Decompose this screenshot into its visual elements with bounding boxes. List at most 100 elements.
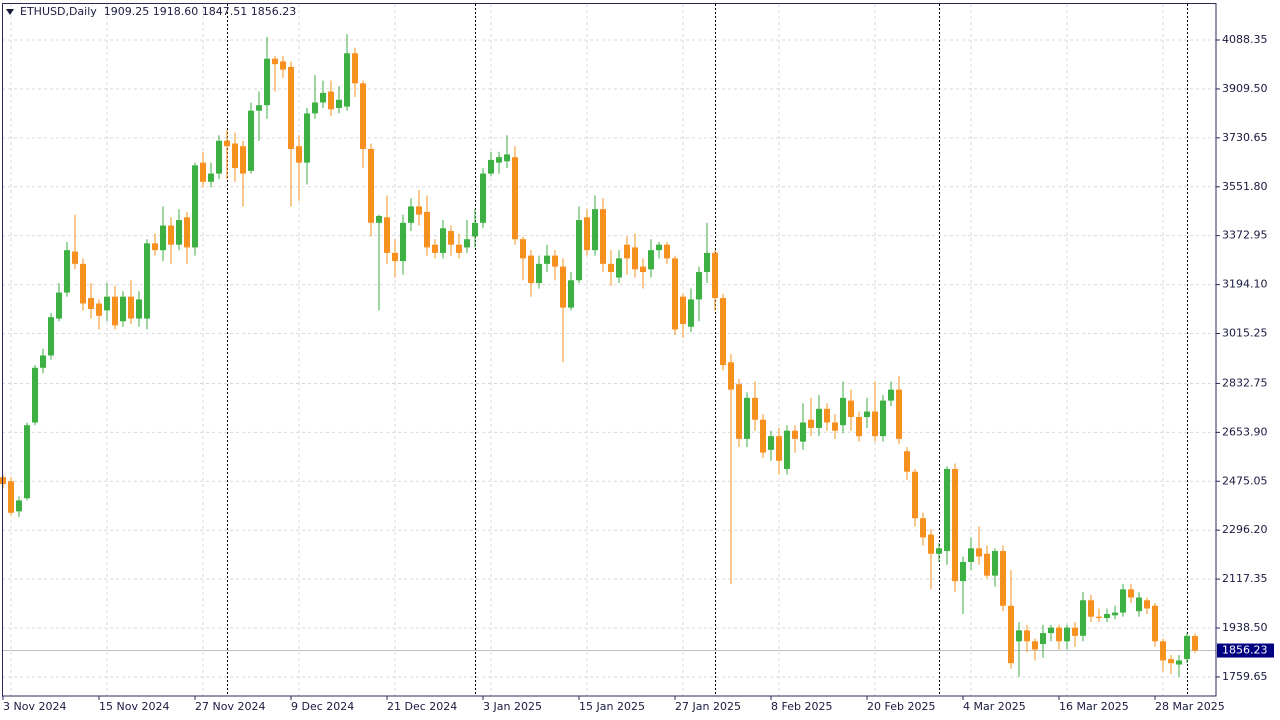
candle-body — [56, 292, 62, 319]
candle-body — [640, 266, 646, 273]
candle-body — [800, 422, 806, 442]
candle-body — [632, 247, 638, 270]
candle-body — [448, 231, 454, 245]
candle-body — [768, 436, 774, 450]
candle-body — [1128, 589, 1134, 598]
x-tick-label: 3 Nov 2024 — [3, 700, 66, 713]
candle-body — [680, 296, 686, 325]
y-tick-label: 2832.75 — [1222, 376, 1268, 389]
candle-body — [80, 263, 86, 304]
candle-body — [440, 228, 446, 253]
last-price-box — [1217, 643, 1274, 658]
candle-body — [976, 548, 982, 557]
candle-body — [816, 408, 822, 428]
candle-body — [720, 298, 726, 366]
candle-body — [1088, 600, 1094, 617]
candle-body — [168, 225, 174, 245]
candle-body — [328, 91, 334, 110]
candle-body — [272, 58, 278, 65]
candle-body — [1040, 633, 1046, 645]
candle-body — [496, 157, 502, 163]
candle-body — [776, 436, 782, 461]
candle-body — [616, 258, 622, 278]
separator-layer — [227, 4, 1188, 696]
candle-body — [744, 397, 750, 439]
candle-body — [144, 243, 150, 319]
candle-body — [1120, 589, 1126, 613]
candle-body — [912, 471, 918, 519]
candle-body — [400, 222, 406, 262]
candle-body — [752, 397, 758, 420]
candle-body — [904, 451, 910, 472]
y-tick-label: 2296.20 — [1222, 523, 1268, 536]
candle-body — [368, 148, 374, 223]
candle-body — [832, 422, 838, 431]
candle-body — [840, 397, 846, 426]
collapse-arrow — [6, 9, 14, 15]
candle-body — [696, 272, 702, 300]
candle-body — [1000, 551, 1006, 606]
candle-body — [248, 110, 254, 171]
candle-body — [864, 411, 870, 418]
candle-body — [608, 263, 614, 273]
candle-body — [520, 239, 526, 259]
candle-body — [1184, 635, 1190, 660]
y-tick-label: 3015.25 — [1222, 327, 1268, 340]
candle-body — [1144, 600, 1150, 609]
candle-body — [872, 411, 878, 437]
candle-body — [584, 217, 590, 251]
candle-body — [1160, 641, 1166, 661]
candle-body — [560, 266, 566, 308]
candle-body — [96, 303, 102, 316]
candle-body — [88, 298, 94, 309]
candle-body — [72, 251, 78, 264]
candle-body — [296, 146, 302, 163]
candle-body — [1112, 612, 1118, 616]
candle-body — [288, 66, 294, 149]
candle-body — [736, 384, 742, 439]
y-tick-label: 2117.35 — [1222, 572, 1268, 585]
candle-body — [416, 206, 422, 215]
candle-body — [104, 296, 110, 311]
candle-body — [624, 244, 630, 259]
x-tick-label: 27 Nov 2024 — [195, 700, 265, 713]
candle-body — [8, 481, 14, 513]
candle-body — [688, 299, 694, 327]
candle-body — [656, 244, 662, 251]
candle-body — [240, 146, 246, 174]
candle-body — [128, 296, 134, 319]
x-tick-label: 16 Mar 2025 — [1059, 700, 1129, 713]
candle-body — [568, 280, 574, 308]
candle-body — [376, 215, 382, 223]
candle-body — [344, 53, 350, 107]
x-tick-label: 28 Mar 2025 — [1155, 700, 1225, 713]
candle-body — [712, 252, 718, 299]
y-tick-label: 3909.50 — [1222, 82, 1268, 95]
candle-body — [664, 244, 670, 259]
x-tick-label: 27 Jan 2025 — [675, 700, 741, 713]
candle-body — [536, 263, 542, 283]
candle-body — [1024, 630, 1030, 642]
candle-body — [592, 209, 598, 251]
candle-body — [200, 162, 206, 182]
candle-body — [760, 419, 766, 453]
candle-body — [32, 367, 38, 423]
candle-body — [456, 244, 462, 253]
candle-body — [304, 113, 310, 163]
candle-body — [480, 173, 486, 223]
candle-body — [576, 220, 582, 281]
candle-body — [136, 299, 142, 319]
candle-body — [704, 252, 710, 273]
candle-body — [512, 157, 518, 240]
candle-body — [824, 408, 830, 423]
candle-body — [152, 243, 158, 251]
x-tick-label: 20 Feb 2025 — [867, 700, 935, 713]
candle-body — [1096, 616, 1102, 619]
candle-body — [464, 239, 470, 248]
candle-body — [984, 553, 990, 576]
candle-body — [1016, 630, 1022, 642]
candle-body — [472, 222, 478, 237]
candle-body — [1104, 613, 1110, 619]
candle-body — [48, 317, 54, 356]
candle-body — [336, 99, 342, 108]
